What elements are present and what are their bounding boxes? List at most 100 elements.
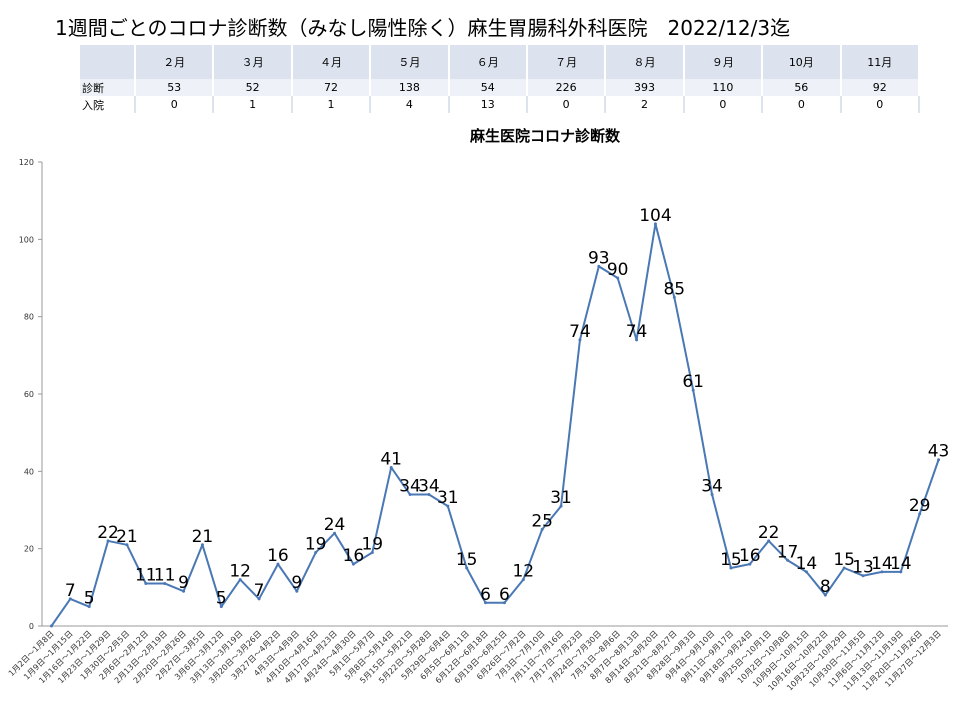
- y-tick-label: 40: [24, 467, 34, 476]
- data-point: [370, 551, 374, 555]
- data-point: [163, 581, 167, 585]
- table-cell: 0: [840, 96, 921, 113]
- data-point: [653, 222, 657, 226]
- table-cell: 53: [135, 79, 215, 96]
- data-point: [219, 605, 223, 609]
- chart-title: 麻生医院コロナ診断数: [469, 127, 620, 145]
- monthly-summary-table: ２月 ３月 ４月 ５月 ６月 ７月 ８月 ９月 10月 11月 診断 53 52…: [80, 45, 921, 113]
- data-point: [540, 527, 544, 531]
- table-cell: 13: [448, 96, 528, 113]
- row-label: 診断: [80, 79, 136, 96]
- data-label: 16: [343, 546, 365, 566]
- month-header: ２月: [135, 45, 215, 79]
- data-point: [125, 543, 129, 547]
- data-label: 11: [154, 565, 176, 585]
- data-label: 9: [291, 573, 302, 593]
- data-label: 11: [135, 565, 157, 585]
- table-cell: 54: [448, 79, 528, 96]
- data-label: 34: [701, 477, 723, 497]
- data-label: 15: [720, 550, 742, 570]
- table-corner-cell: [80, 45, 136, 79]
- data-label: 17: [777, 542, 799, 562]
- data-label: 34: [418, 477, 440, 497]
- data-point: [559, 504, 563, 508]
- data-point: [767, 539, 771, 543]
- month-header: ６月: [448, 45, 528, 79]
- table-cell: 0: [526, 96, 607, 113]
- data-point: [295, 589, 299, 593]
- table-cell: 393: [605, 79, 685, 96]
- data-point: [106, 539, 110, 543]
- table-cell: 56: [762, 79, 842, 96]
- data-label: 22: [758, 523, 780, 543]
- data-label: 22: [97, 523, 119, 543]
- data-point: [182, 589, 186, 593]
- y-tick-label: 0: [29, 622, 34, 631]
- table-cell: 92: [840, 79, 921, 96]
- data-point: [314, 551, 318, 555]
- data-point: [144, 581, 148, 585]
- data-label: 9: [178, 573, 189, 593]
- data-label: 74: [626, 322, 648, 342]
- data-label: 31: [437, 488, 459, 508]
- data-label: 85: [663, 279, 685, 299]
- table-cell: 0: [135, 96, 215, 113]
- table-cell: 4: [370, 96, 450, 113]
- month-header: ８月: [605, 45, 685, 79]
- data-label: 21: [116, 527, 138, 547]
- y-axis: 0 20 40 60 80 100 120: [19, 158, 43, 631]
- data-point: [710, 493, 714, 497]
- data-point: [748, 562, 752, 566]
- data-label: 25: [531, 511, 553, 531]
- y-tick-label: 120: [19, 158, 34, 167]
- data-point: [484, 601, 488, 605]
- data-point: [427, 493, 431, 497]
- data-point: [238, 578, 242, 582]
- y-tick-label: 80: [24, 313, 34, 322]
- data-point: [616, 276, 620, 280]
- table-cell: 0: [762, 96, 842, 113]
- data-point: [446, 504, 450, 508]
- table-row-admission: 入院 0 1 1 4 13 0 2 0 0 0: [80, 96, 921, 113]
- data-label: 14: [871, 554, 893, 574]
- month-header: ３月: [213, 45, 293, 79]
- data-label: 5: [216, 589, 227, 609]
- table-cell: 2: [605, 96, 685, 113]
- data-point: [389, 465, 393, 469]
- table-cell: 110: [683, 79, 764, 96]
- table-cell: 1: [213, 96, 293, 113]
- data-point: [502, 601, 506, 605]
- data-label: 21: [192, 527, 214, 547]
- data-point: [672, 295, 676, 299]
- data-point: [918, 512, 922, 516]
- data-point: [842, 566, 846, 570]
- data-label: 34: [399, 477, 421, 497]
- data-label: 90: [607, 260, 629, 280]
- data-point: [521, 578, 525, 582]
- data-label: 19: [305, 535, 327, 555]
- table-cell: 0: [683, 96, 764, 113]
- data-point: [597, 264, 601, 268]
- data-label: 12: [512, 562, 534, 582]
- data-point: [408, 493, 412, 497]
- data-label: 5: [84, 589, 95, 609]
- y-tick-label: 20: [24, 545, 34, 554]
- table-cell: 138: [370, 79, 450, 96]
- data-point: [578, 338, 582, 342]
- data-point: [804, 570, 808, 574]
- data-point: [729, 566, 733, 570]
- data-label: 104: [639, 206, 671, 226]
- data-label: 12: [229, 562, 251, 582]
- series-diagnoses: [49, 222, 941, 628]
- row-label: 入院: [80, 96, 136, 113]
- data-label: 16: [739, 546, 761, 566]
- data-label: 16: [267, 546, 289, 566]
- month-header: 11月: [840, 45, 921, 79]
- y-tick-label: 60: [24, 390, 34, 399]
- data-label: 29: [909, 496, 931, 516]
- data-label: 15: [456, 550, 478, 570]
- month-header: ７月: [526, 45, 607, 79]
- month-header: 10月: [762, 45, 842, 79]
